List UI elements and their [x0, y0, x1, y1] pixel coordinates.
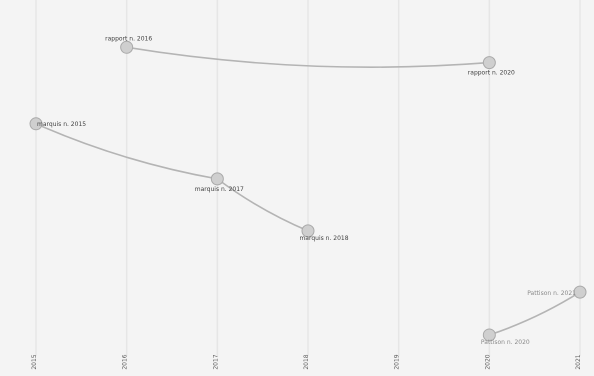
x-tick-label: 2021 [575, 354, 582, 369]
data-points [29, 40, 587, 342]
point-label: rapport n. 2016 [105, 35, 152, 42]
connector-line [489, 291, 581, 336]
connector-lines [35, 46, 581, 336]
point-label: Pattison n. 2020 [481, 339, 530, 346]
point-label: marquis n. 2015 [37, 121, 86, 128]
point-label: marquis n. 2017 [195, 186, 244, 193]
x-tick-label: 2016 [122, 354, 129, 369]
data-point [301, 224, 315, 238]
point-label: rapport n. 2020 [468, 70, 515, 77]
data-point [482, 56, 496, 70]
data-point [120, 40, 134, 54]
x-tick-label: 2018 [303, 354, 310, 369]
data-point [482, 328, 496, 342]
connector-line [126, 46, 490, 68]
data-point [29, 117, 43, 131]
x-tick-label: 2017 [212, 354, 219, 369]
data-point [210, 172, 224, 186]
data-point [573, 285, 587, 299]
x-axis-ticks: 2015 2016 2017 2018 2019 2020 2021 [31, 354, 582, 369]
point-label: marquis n. 2018 [299, 235, 348, 242]
x-tick-label: 2020 [484, 354, 491, 369]
connector-line [216, 178, 309, 232]
point-label: Pattison n. 2021 [527, 290, 576, 297]
x-tick-label: 2015 [31, 354, 38, 369]
connector-line [35, 123, 218, 180]
point-labels: rapport n. 2016 rapport n. 2020 marquis n.… [37, 35, 576, 346]
x-tick-label: 2019 [394, 354, 401, 369]
